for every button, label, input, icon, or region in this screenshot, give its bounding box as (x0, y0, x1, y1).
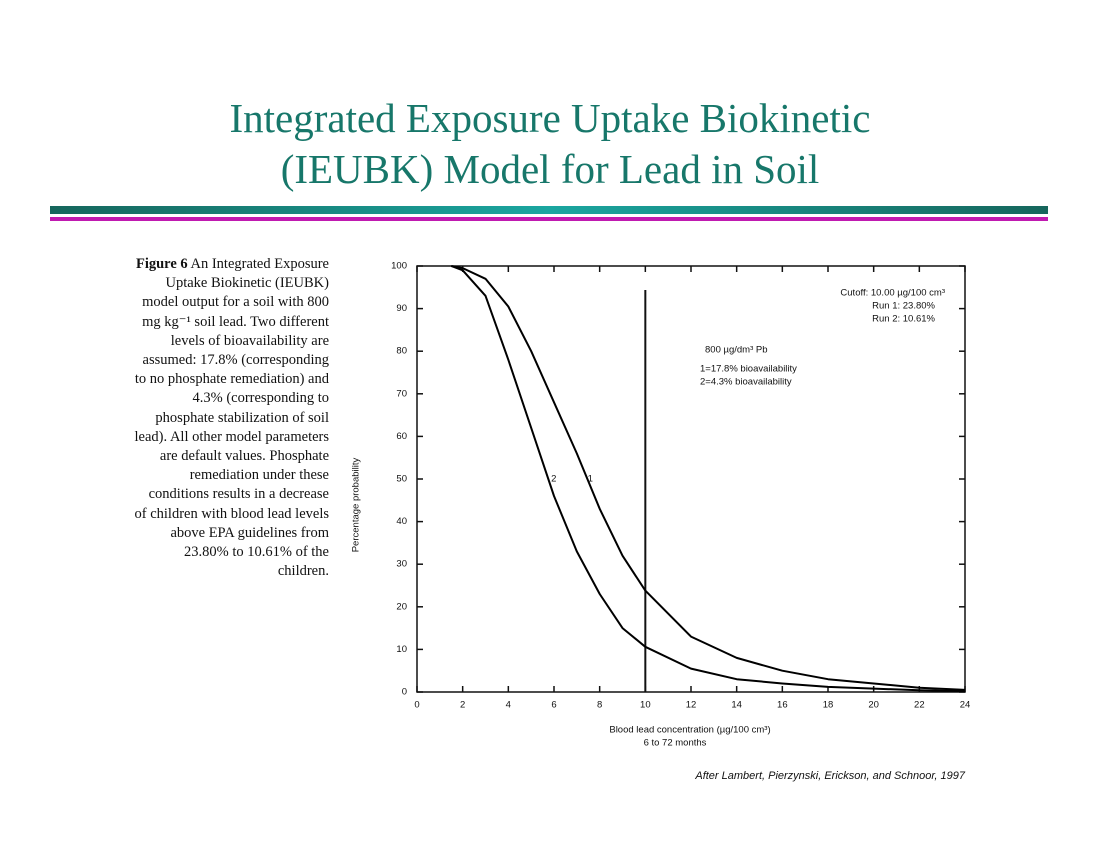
citation: After Lambert, Pierzynski, Erickson, and… (695, 770, 965, 782)
x-tick-label: 6 (551, 700, 556, 711)
x-tick-label: 24 (960, 700, 971, 711)
x-tick-label: 10 (640, 700, 651, 711)
annotation: Cutoff: 10.00 µg/100 cm³ (840, 288, 945, 299)
annotation: Run 1: 23.80% (872, 301, 935, 312)
annotation: 800 µg/dm³ Pb (705, 345, 768, 356)
series-label: 2 (551, 474, 556, 485)
figure-caption: Figure 6 An Integrated Exposure Uptake B… (133, 255, 330, 581)
y-tick-label: 0 (402, 687, 407, 698)
x-axis-label: Blood lead concentration (µg/100 cm³) (609, 725, 770, 736)
x-axis-sublabel: 6 to 72 months (644, 738, 707, 749)
annotation: 2=4.3% bioavailability (700, 377, 792, 388)
y-tick-label: 30 (396, 559, 407, 570)
slide-title: (IEUBK) Model for Lead in Soil (280, 146, 820, 192)
y-tick-label: 70 (396, 388, 407, 399)
series-label: 1 (588, 474, 593, 485)
y-axis-label: Percentage probability (351, 457, 362, 552)
divider (50, 206, 1048, 214)
x-tick-label: 12 (686, 700, 697, 711)
y-tick-label: 100 (391, 261, 407, 272)
y-tick-label: 50 (396, 474, 407, 485)
x-tick-label: 22 (914, 700, 925, 711)
y-tick-label: 10 (396, 644, 407, 655)
x-tick-label: 18 (823, 700, 834, 711)
divider (50, 217, 1048, 221)
x-tick-label: 8 (597, 700, 602, 711)
caption-text: An Integrated Exposure Uptake Biokinetic… (134, 256, 330, 580)
slide-title: Integrated Exposure Uptake Biokinetic (229, 95, 871, 141)
y-tick-label: 90 (396, 303, 407, 314)
x-tick-label: 14 (731, 700, 742, 711)
x-tick-label: 2 (460, 700, 465, 711)
x-tick-label: 20 (868, 700, 879, 711)
y-tick-label: 20 (396, 601, 407, 612)
x-tick-label: 0 (414, 700, 419, 711)
y-tick-label: 40 (396, 516, 407, 527)
annotation: 1=17.8% bioavailability (700, 364, 797, 375)
annotation: Run 2: 10.61% (872, 314, 935, 325)
y-tick-label: 80 (396, 346, 407, 357)
plot-frame (416, 265, 966, 693)
series-line (451, 265, 966, 691)
x-tick-label: 4 (506, 700, 511, 711)
y-tick-label: 60 (396, 431, 407, 442)
x-tick-label: 16 (777, 700, 788, 711)
figure-label: Figure 6 (135, 256, 188, 272)
series-line (450, 265, 966, 693)
